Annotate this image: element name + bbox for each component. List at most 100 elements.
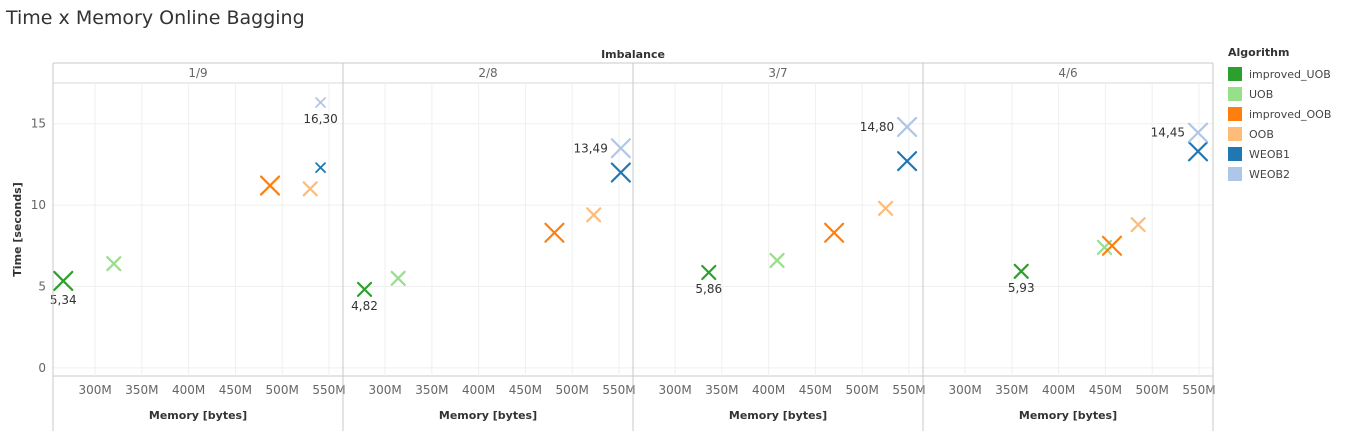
x-tick-label: 400M [1042,383,1075,397]
data-point-uob[interactable] [106,256,122,272]
x-mark-stroke [356,281,373,298]
data-point-improved-uob[interactable] [701,264,717,281]
legend-item-weob1[interactable]: WEOB1 [1226,144,1331,164]
data-label: 5,93 [1008,281,1035,295]
x-tick-label: 450M [799,383,832,397]
legend-label: OOB [1249,127,1274,141]
x-mark-stroke [315,162,326,174]
data-point-oob[interactable] [302,181,318,197]
x-mark-stroke [315,97,326,108]
panel-header-2: 3/7 [768,66,787,80]
y-tick-label: 15 [31,117,46,131]
x-tick-label: 450M [1089,383,1122,397]
legend-item-improved-uob[interactable]: improved_UOB [1226,64,1331,84]
x-mark-stroke [877,200,894,216]
legend-item-uob[interactable]: UOB [1226,84,1331,104]
data-point-weob1[interactable] [610,162,631,183]
panel-header-0: 1/9 [188,66,207,80]
chart-title: Time x Memory Online Bagging [6,7,305,29]
panel-header-3: 4/6 [1058,66,1077,80]
x-mark-stroke [106,256,122,272]
legend-item-improved-oob[interactable]: improved_OOB [1226,104,1331,124]
legend-swatch [1228,107,1242,121]
y-tick-label: 10 [31,198,46,212]
x-tick-label: 300M [368,383,401,397]
column-header: Imbalance [601,48,665,61]
x-axis-label: Memory [bytes] [1019,409,1117,422]
legend-label: WEOB1 [1249,147,1291,161]
x-tick-label: 400M [172,383,205,397]
data-point-improved-oob[interactable] [1101,235,1123,256]
x-mark-stroke [1187,122,1209,143]
data-point-improved-oob[interactable] [544,222,565,243]
data-point-weob1[interactable] [1187,141,1209,162]
legend-label: improved_OOB [1249,107,1332,121]
data-label: 13,49 [573,141,607,155]
data-point-weob2[interactable] [315,97,326,108]
x-tick-label: 350M [705,383,738,397]
x-tick-label: 300M [78,383,111,397]
x-mark-stroke [1013,263,1029,279]
data-point-improved-oob[interactable] [259,175,281,196]
x-axis-label: Memory [bytes] [439,409,537,422]
x-mark-stroke [769,252,785,269]
data-point-uob[interactable] [769,252,785,269]
x-mark-stroke [390,270,406,286]
data-point-oob[interactable] [877,200,894,216]
data-label: 4,82 [351,299,378,313]
legend-item-weob2[interactable]: WEOB2 [1226,164,1331,184]
data-point-weob2[interactable] [1187,122,1209,143]
x-tick-label: 300M [948,383,981,397]
chart-canvas: Imbalance Time [seconds] 0 5 10 15 1/9 300M 350M… [11,48,1215,431]
x-mark-stroke [53,270,74,292]
data-label: 16,30 [303,112,337,126]
legend-title: Algorithm [1228,46,1290,59]
data-point-weob1[interactable] [896,151,918,172]
x-tick-label: 550M [312,383,345,397]
data-point-improved-uob[interactable] [53,270,74,292]
x-tick-label: 500M [1136,383,1169,397]
data-point-oob[interactable] [1130,217,1146,233]
data-point-weob2[interactable] [610,138,631,159]
x-mark-stroke [824,222,845,243]
y-tick-label: 0 [38,361,46,375]
x-mark-stroke [701,264,717,281]
legend-label: UOB [1249,87,1274,101]
x-axis-label: Memory [bytes] [149,409,247,422]
x-mark-stroke [302,181,318,197]
x-tick-label: 450M [219,383,252,397]
data-point-improved-uob[interactable] [1013,263,1029,279]
data-point-improved-oob[interactable] [824,222,845,243]
legend: Algorithm improved_UOB UOB improved_OOB … [1226,46,1331,184]
x-tick-label: 400M [462,383,495,397]
legend-swatch [1228,67,1242,81]
x-tick-label: 550M [892,383,925,397]
x-mark-stroke [896,116,918,138]
x-mark-stroke [544,222,565,243]
data-point-weob2[interactable] [896,116,918,138]
x-tick-label: 300M [658,383,691,397]
x-tick-label: 500M [266,383,299,397]
data-label: 14,45 [1151,126,1185,140]
x-axis-label: Memory [bytes] [729,409,827,422]
x-mark-stroke [1130,217,1146,233]
data-point-weob1[interactable] [315,162,326,174]
x-tick-label: 350M [125,383,158,397]
x-mark-stroke [586,207,602,223]
data-point-oob[interactable] [586,207,602,223]
x-tick-label: 550M [1182,383,1215,397]
x-tick-label: 400M [752,383,785,397]
data-label: 5,34 [50,293,77,307]
legend-swatch [1228,147,1242,161]
panel-header-1: 2/8 [478,66,497,80]
data-point-improved-uob[interactable] [356,281,373,298]
legend-item-oob[interactable]: OOB [1226,124,1331,144]
x-tick-label: 350M [415,383,448,397]
legend-swatch [1228,167,1242,181]
legend-label: improved_UOB [1249,67,1331,81]
x-tick-label: 350M [995,383,1028,397]
x-mark-stroke [1101,235,1123,256]
legend-swatch [1228,87,1242,101]
data-point-uob[interactable] [390,270,406,286]
legend-swatch [1228,127,1242,141]
